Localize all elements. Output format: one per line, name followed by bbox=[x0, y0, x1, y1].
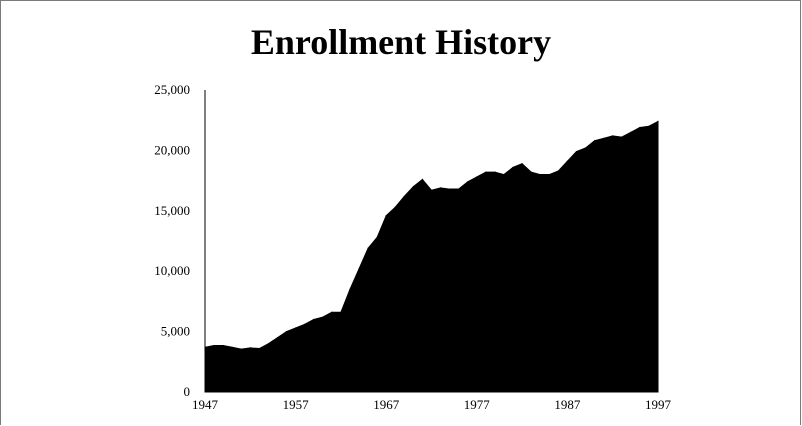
data-point-1983 bbox=[530, 171, 532, 173]
data-point-1956 bbox=[285, 331, 288, 333]
x-tick-label: 1977 bbox=[464, 397, 491, 412]
y-tick-label: 10,000 bbox=[154, 263, 190, 278]
data-point-1962 bbox=[340, 311, 342, 313]
data-point-1982 bbox=[521, 163, 523, 165]
x-tick-label: 1957 bbox=[283, 397, 310, 412]
data-point-1986 bbox=[557, 170, 559, 172]
data-point-1958 bbox=[304, 323, 306, 325]
x-tick-label: 1997 bbox=[645, 397, 672, 412]
data-point-1963 bbox=[349, 288, 351, 290]
data-point-1968 bbox=[394, 206, 396, 208]
data-point-1995 bbox=[639, 126, 641, 129]
data-point-1989 bbox=[584, 147, 587, 149]
data-point-1960 bbox=[322, 316, 324, 318]
data-point-1959 bbox=[313, 318, 315, 321]
data-point-1973 bbox=[439, 187, 442, 189]
data-point-1994 bbox=[630, 131, 632, 133]
data-point-1978 bbox=[485, 171, 487, 173]
data-point-1952 bbox=[249, 347, 251, 349]
data-point-1949 bbox=[222, 344, 224, 347]
data-point-1979 bbox=[494, 171, 496, 173]
data-point-1954 bbox=[267, 343, 270, 345]
data-point-1964 bbox=[358, 268, 360, 270]
data-point-1971 bbox=[421, 178, 424, 180]
chart-title: Enrollment History bbox=[250, 22, 552, 62]
data-point-1950 bbox=[231, 346, 233, 348]
data-point-1965 bbox=[367, 247, 369, 249]
data-point-1992 bbox=[612, 135, 614, 137]
y-tick-label: 25,000 bbox=[154, 82, 190, 97]
data-point-1948 bbox=[213, 344, 215, 347]
data-point-1977 bbox=[476, 176, 478, 178]
data-point-1988 bbox=[575, 151, 578, 153]
data-point-1987 bbox=[566, 160, 569, 162]
data-point-1990 bbox=[593, 140, 596, 142]
series-area-0 bbox=[204, 120, 659, 393]
data-point-1985 bbox=[548, 173, 550, 176]
x-axis: 1947 1957 1967 1977 1987 1997 bbox=[192, 391, 672, 412]
y-tick-label: 5,000 bbox=[161, 324, 190, 339]
y-tick-label: 0 bbox=[184, 384, 191, 399]
data-point-1966 bbox=[376, 236, 378, 238]
data-point-1996 bbox=[648, 125, 650, 127]
data-point-1980 bbox=[503, 173, 505, 176]
data-point-1967 bbox=[385, 215, 387, 217]
data-point-1961 bbox=[331, 311, 333, 313]
x-tick-label: 1967 bbox=[373, 397, 400, 412]
data-point-1993 bbox=[621, 136, 623, 138]
y-tick-label: 15,000 bbox=[154, 203, 190, 218]
data-point-1997 bbox=[657, 120, 659, 123]
data-point-1981 bbox=[512, 166, 514, 168]
data-point-1970 bbox=[412, 186, 414, 188]
data-point-1975 bbox=[458, 188, 460, 190]
data-point-1969 bbox=[403, 195, 405, 197]
x-tick-label: 1987 bbox=[554, 397, 581, 412]
data-point-1953 bbox=[258, 347, 260, 350]
y-tick-label: 20,000 bbox=[154, 142, 190, 157]
data-point-1976 bbox=[467, 181, 469, 183]
x-tick-label: 1947 bbox=[192, 397, 219, 412]
data-point-1957 bbox=[295, 327, 297, 329]
data-point-1972 bbox=[430, 189, 433, 191]
data-point-1984 bbox=[539, 173, 541, 176]
plot-area bbox=[204, 120, 659, 393]
data-point-1955 bbox=[276, 337, 279, 339]
y-axis: 0 5,000 10,000 15,000 20,000 25,000 bbox=[154, 82, 206, 399]
data-point-1951 bbox=[240, 348, 242, 350]
data-point-1974 bbox=[449, 188, 451, 190]
data-point-1991 bbox=[603, 137, 605, 139]
